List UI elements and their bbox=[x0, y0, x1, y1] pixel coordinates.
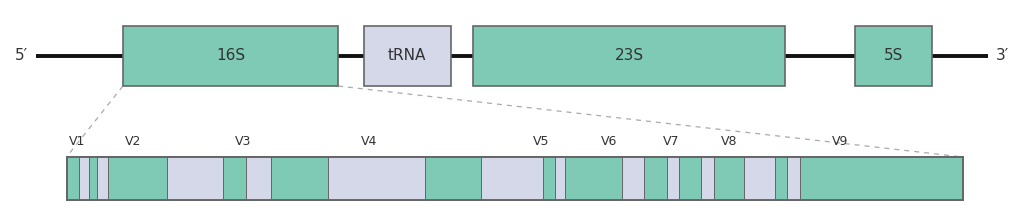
Text: tRNA: tRNA bbox=[388, 48, 426, 63]
Bar bbox=[67, 157, 963, 200]
Bar bbox=[644, 157, 667, 200]
Text: 16S: 16S bbox=[216, 48, 245, 63]
Bar bbox=[167, 157, 223, 200]
Bar bbox=[775, 157, 787, 200]
Bar bbox=[223, 157, 246, 200]
Bar bbox=[67, 157, 963, 200]
Bar bbox=[679, 157, 701, 200]
Text: V6: V6 bbox=[601, 135, 617, 148]
Bar bbox=[246, 157, 271, 200]
Bar bbox=[555, 157, 565, 200]
Bar bbox=[271, 157, 328, 200]
Bar bbox=[667, 157, 679, 200]
Bar bbox=[123, 26, 338, 86]
Bar bbox=[622, 157, 644, 200]
Bar bbox=[108, 157, 167, 200]
Bar bbox=[328, 157, 425, 200]
Bar bbox=[744, 157, 775, 200]
Bar bbox=[800, 157, 963, 200]
Text: V3: V3 bbox=[234, 135, 251, 148]
Text: 5′: 5′ bbox=[14, 48, 28, 63]
Bar bbox=[714, 157, 744, 200]
Text: V9: V9 bbox=[831, 135, 848, 148]
Bar bbox=[79, 157, 89, 200]
Text: V5: V5 bbox=[532, 135, 549, 148]
Bar bbox=[425, 157, 481, 200]
Bar bbox=[565, 157, 622, 200]
Text: V8: V8 bbox=[721, 135, 737, 148]
Bar bbox=[364, 26, 451, 86]
Text: V7: V7 bbox=[663, 135, 679, 148]
Text: 5S: 5S bbox=[884, 48, 903, 63]
Text: 23S: 23S bbox=[614, 48, 644, 63]
Bar bbox=[701, 157, 714, 200]
Bar bbox=[543, 157, 555, 200]
Bar bbox=[481, 157, 543, 200]
Bar bbox=[473, 26, 785, 86]
Bar bbox=[855, 26, 932, 86]
Text: 3′: 3′ bbox=[995, 48, 1009, 63]
Bar bbox=[787, 157, 800, 200]
Text: V4: V4 bbox=[360, 135, 377, 148]
Text: V2: V2 bbox=[125, 135, 141, 148]
Bar bbox=[67, 157, 79, 200]
Bar bbox=[97, 157, 108, 200]
Bar bbox=[89, 157, 97, 200]
Text: V1: V1 bbox=[69, 135, 85, 148]
